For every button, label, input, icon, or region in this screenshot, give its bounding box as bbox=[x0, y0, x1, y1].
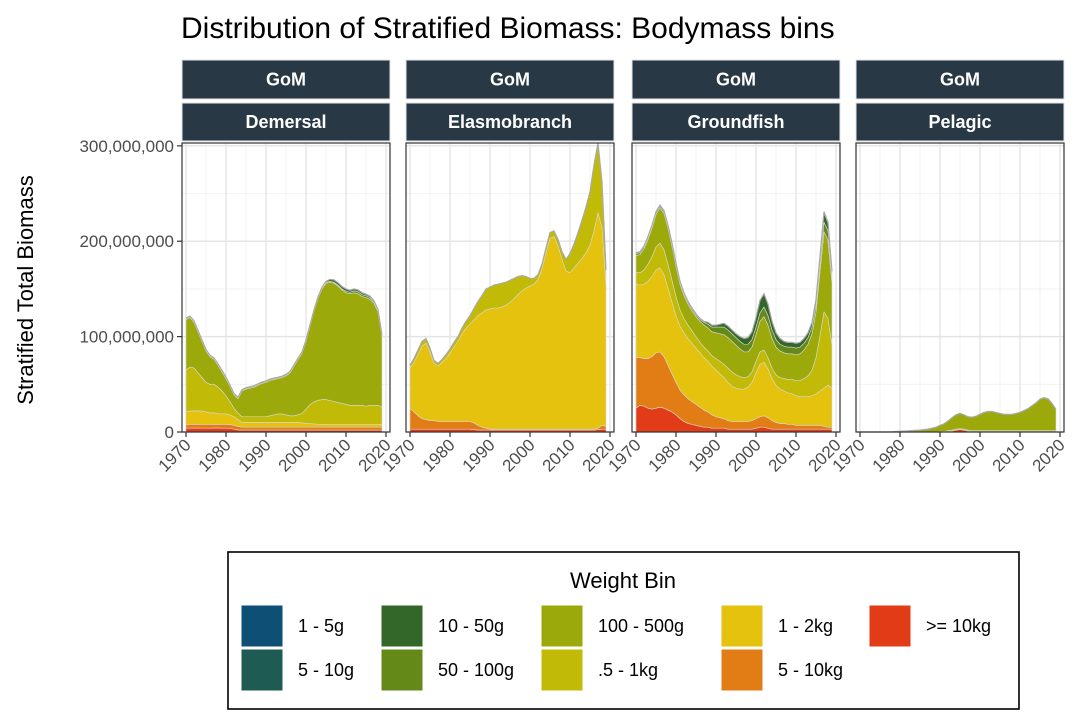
legend-label: 1 - 5g bbox=[298, 616, 344, 636]
legend-label: .5 - 1kg bbox=[598, 660, 658, 680]
x-tick-label: 2010 bbox=[315, 435, 355, 475]
x-tick-label: 1990 bbox=[909, 435, 949, 475]
facet-strip-group-label: Demersal bbox=[245, 112, 326, 132]
y-tick-label: 200,000,000 bbox=[79, 232, 174, 251]
facet-strip-region-label: GoM bbox=[716, 70, 756, 90]
legend-label: 100 - 500g bbox=[598, 616, 684, 636]
legend-label: 50 - 100g bbox=[438, 660, 514, 680]
x-tick-label: 1990 bbox=[685, 435, 725, 475]
x-tick-label: 2010 bbox=[989, 435, 1029, 475]
legend-label: 10 - 50g bbox=[438, 616, 504, 636]
facet-strip-region bbox=[631, 59, 841, 100]
y-tick-label: 300,000,000 bbox=[79, 137, 174, 156]
facet-strip-group bbox=[855, 102, 1065, 142]
legend-label: 1 - 2kg bbox=[778, 616, 833, 636]
x-tick-label: 1970 bbox=[155, 435, 195, 475]
x-tick-label: 2000 bbox=[499, 435, 539, 475]
legend-label: >= 10kg bbox=[926, 616, 991, 636]
panel-border bbox=[855, 142, 1065, 433]
facet-strip-region-label: GoM bbox=[266, 70, 306, 90]
facet-strip-region-label: GoM bbox=[940, 70, 980, 90]
facet-strip-region bbox=[405, 59, 615, 100]
y-axis-title: Stratified Total Biomass bbox=[13, 175, 38, 404]
x-tick-label: 2020 bbox=[1029, 435, 1069, 475]
facet-strip-region bbox=[181, 59, 391, 100]
panel-border bbox=[405, 142, 615, 433]
legend-swatch bbox=[720, 648, 764, 692]
legend-swatch bbox=[380, 648, 424, 692]
legend-swatch bbox=[540, 648, 584, 692]
x-tick-label: 1990 bbox=[235, 435, 275, 475]
panel-border bbox=[631, 142, 841, 433]
legend-swatch bbox=[540, 604, 584, 648]
x-tick-label: 2010 bbox=[765, 435, 805, 475]
chart-title: Distribution of Stratified Biomass: Body… bbox=[181, 12, 835, 45]
legend-label: 5 - 10kg bbox=[778, 660, 843, 680]
facet-strip-group bbox=[181, 102, 391, 142]
y-tick-label: 0 bbox=[165, 423, 174, 442]
facet-strip-region-label: GoM bbox=[490, 70, 530, 90]
total-outline bbox=[635, 203, 833, 344]
x-tick-label: 1980 bbox=[869, 435, 909, 475]
facet-strip-group bbox=[631, 102, 841, 142]
facet-strip-group bbox=[405, 102, 615, 142]
y-tick-label: 100,000,000 bbox=[79, 328, 174, 347]
total-outline bbox=[185, 278, 383, 399]
x-tick-label: 1980 bbox=[419, 435, 459, 475]
legend-swatch bbox=[868, 604, 912, 648]
legend-swatch bbox=[380, 604, 424, 648]
facet-strip-group-label: Elasmobranch bbox=[448, 112, 572, 132]
total-outline bbox=[409, 142, 607, 366]
facet-strip-group-label: Groundfish bbox=[688, 112, 785, 132]
x-tick-label: 1980 bbox=[195, 435, 235, 475]
legend-swatch bbox=[240, 648, 284, 692]
legend-title: Weight Bin bbox=[570, 568, 676, 593]
x-tick-label: 2000 bbox=[725, 435, 765, 475]
x-tick-label: 2000 bbox=[949, 435, 989, 475]
legend: Weight Bin 1 - 5g 5 - 10g 10 - 50g 50 - 100… bbox=[227, 551, 1020, 710]
facet-strip-group-label: Pelagic bbox=[928, 112, 991, 132]
legend-swatch bbox=[240, 604, 284, 648]
x-tick-label: 2000 bbox=[275, 435, 315, 475]
x-tick-label: 1990 bbox=[459, 435, 499, 475]
x-tick-label: 2010 bbox=[539, 435, 579, 475]
facet-strip-region bbox=[855, 59, 1065, 100]
panel-border bbox=[181, 142, 391, 433]
legend-label: 5 - 10g bbox=[298, 660, 354, 680]
x-tick-label: 1980 bbox=[645, 435, 685, 475]
legend-swatch bbox=[720, 604, 764, 648]
